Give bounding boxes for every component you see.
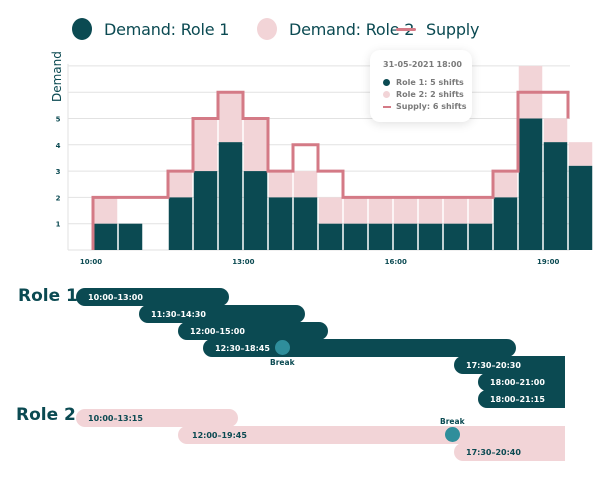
y-tick-label: 1 — [56, 221, 61, 229]
bar-role1 — [443, 223, 468, 250]
legend-label: Demand: Role 2 — [289, 19, 415, 39]
bar-role2 — [493, 171, 518, 198]
shift-bar[interactable]: 12:30–18:45 — [203, 339, 516, 357]
y-axis-label: Demand — [50, 51, 64, 102]
shift-bar[interactable]: 17:30–20:40 — [454, 443, 565, 461]
bar-role1 — [543, 142, 568, 250]
shift-bar[interactable]: 11:30–14:30 — [139, 305, 305, 323]
legend-item-role2[interactable]: Demand: Role 2 — [257, 14, 414, 44]
bar-role1 — [518, 118, 543, 250]
break-label: Break — [440, 417, 465, 426]
break-marker[interactable] — [445, 427, 460, 442]
role1-dot-icon — [383, 79, 390, 86]
bar-role2 — [193, 118, 218, 172]
chart-tooltip: 31-05-2021 18:00 Role 1: 5 shifts Role 2… — [370, 50, 472, 122]
shift-bar[interactable]: 12:00–19:45 — [178, 426, 565, 444]
tooltip-time: 18:00 — [436, 60, 462, 69]
y-tick-label: 5 — [56, 116, 61, 124]
bar-role1 — [493, 197, 518, 250]
bar-role2 — [468, 197, 493, 224]
bar-role1 — [293, 197, 318, 250]
bar-role2 — [568, 142, 593, 166]
role1-dot-icon — [72, 18, 92, 40]
bar-role1 — [318, 223, 343, 250]
legend-label: Supply — [426, 19, 480, 39]
y-ticks: 1 2 3 4 5 — [56, 116, 61, 229]
role2-dot-icon — [257, 18, 277, 40]
bar-role2 — [168, 171, 193, 198]
tooltip-row-role2: Role 2: 2 shifts — [383, 90, 464, 99]
shift-bar[interactable]: 10:00–13:15 — [76, 409, 238, 427]
bar-role1 — [243, 171, 268, 250]
bar-role2 — [368, 197, 393, 224]
break-marker[interactable] — [275, 340, 290, 355]
y-tick-label: 4 — [56, 142, 61, 150]
bar-role1 — [218, 142, 243, 250]
y-tick-label: 2 — [56, 194, 61, 202]
chart-legend: Demand: Role 1 Demand: Role 2 Supply — [0, 14, 600, 44]
tooltip-row-label: Supply: 6 shifts — [396, 102, 467, 111]
x-tick-label: 13:00 — [232, 258, 254, 266]
break-label: Break — [270, 358, 295, 367]
demand-chart: 1 2 3 4 5 10:00 13:00 16:00 19:00 Demand — [50, 51, 593, 266]
supply-line-icon — [396, 27, 416, 31]
bar-role1 — [468, 223, 493, 250]
x-tick-label: 19:00 — [537, 258, 559, 266]
bar-role1 — [93, 223, 118, 250]
bar-role2 — [243, 118, 268, 172]
bar-role2 — [318, 197, 343, 224]
supply-line-icon — [383, 105, 391, 108]
role1-label: Role 1 — [18, 286, 78, 306]
shift-bar[interactable]: 10:00–13:00 — [76, 288, 229, 306]
bar-role1 — [268, 197, 293, 250]
bars — [93, 65, 593, 250]
role2-dot-icon — [383, 91, 390, 98]
legend-item-supply[interactable]: Supply — [396, 14, 480, 44]
y-tick-label: 3 — [56, 168, 61, 176]
bar-role2 — [343, 197, 368, 224]
x-ticks: 10:00 13:00 16:00 19:00 — [80, 258, 560, 266]
bar-role2 — [218, 92, 243, 143]
tooltip-date: 31-05-2021 — [383, 60, 435, 69]
shift-bar[interactable]: 18:00–21:15 — [478, 390, 565, 408]
bar-role2 — [93, 197, 118, 224]
tooltip-row-supply: Supply: 6 shifts — [383, 102, 466, 111]
supply-line — [91, 90, 570, 250]
legend-label: Demand: Role 1 — [104, 19, 230, 39]
shift-bar[interactable]: 18:00–21:00 — [478, 373, 565, 391]
bar-role1 — [393, 223, 418, 250]
shift-bar[interactable]: 17:30–20:30 — [454, 356, 565, 374]
bar-role2 — [268, 171, 293, 198]
x-tick-label: 10:00 — [80, 258, 102, 266]
bar-role2 — [543, 118, 568, 143]
shift-label: 12:30–18:45 — [215, 343, 270, 353]
x-tick-label: 16:00 — [385, 258, 407, 266]
bar-role2 — [443, 197, 468, 224]
bar-role1 — [368, 223, 393, 250]
bar-role1 — [193, 171, 218, 250]
shift-bar[interactable]: 12:00–15:00 — [178, 322, 328, 340]
bar-role2 — [393, 197, 418, 224]
bar-role1 — [418, 223, 443, 250]
tooltip-row-label: Role 2: 2 shifts — [396, 90, 464, 99]
tooltip-row-role1: Role 1: 5 shifts — [383, 78, 464, 87]
role2-label: Role 2 — [16, 405, 76, 425]
legend-item-role1[interactable]: Demand: Role 1 — [72, 14, 229, 44]
bar-role1 — [168, 197, 193, 250]
bar-role1 — [568, 165, 593, 250]
bar-role1 — [118, 223, 143, 250]
tooltip-row-label: Role 1: 5 shifts — [396, 78, 464, 87]
bar-role2 — [293, 171, 318, 198]
bar-role2 — [418, 197, 443, 224]
bar-role1 — [343, 223, 368, 250]
